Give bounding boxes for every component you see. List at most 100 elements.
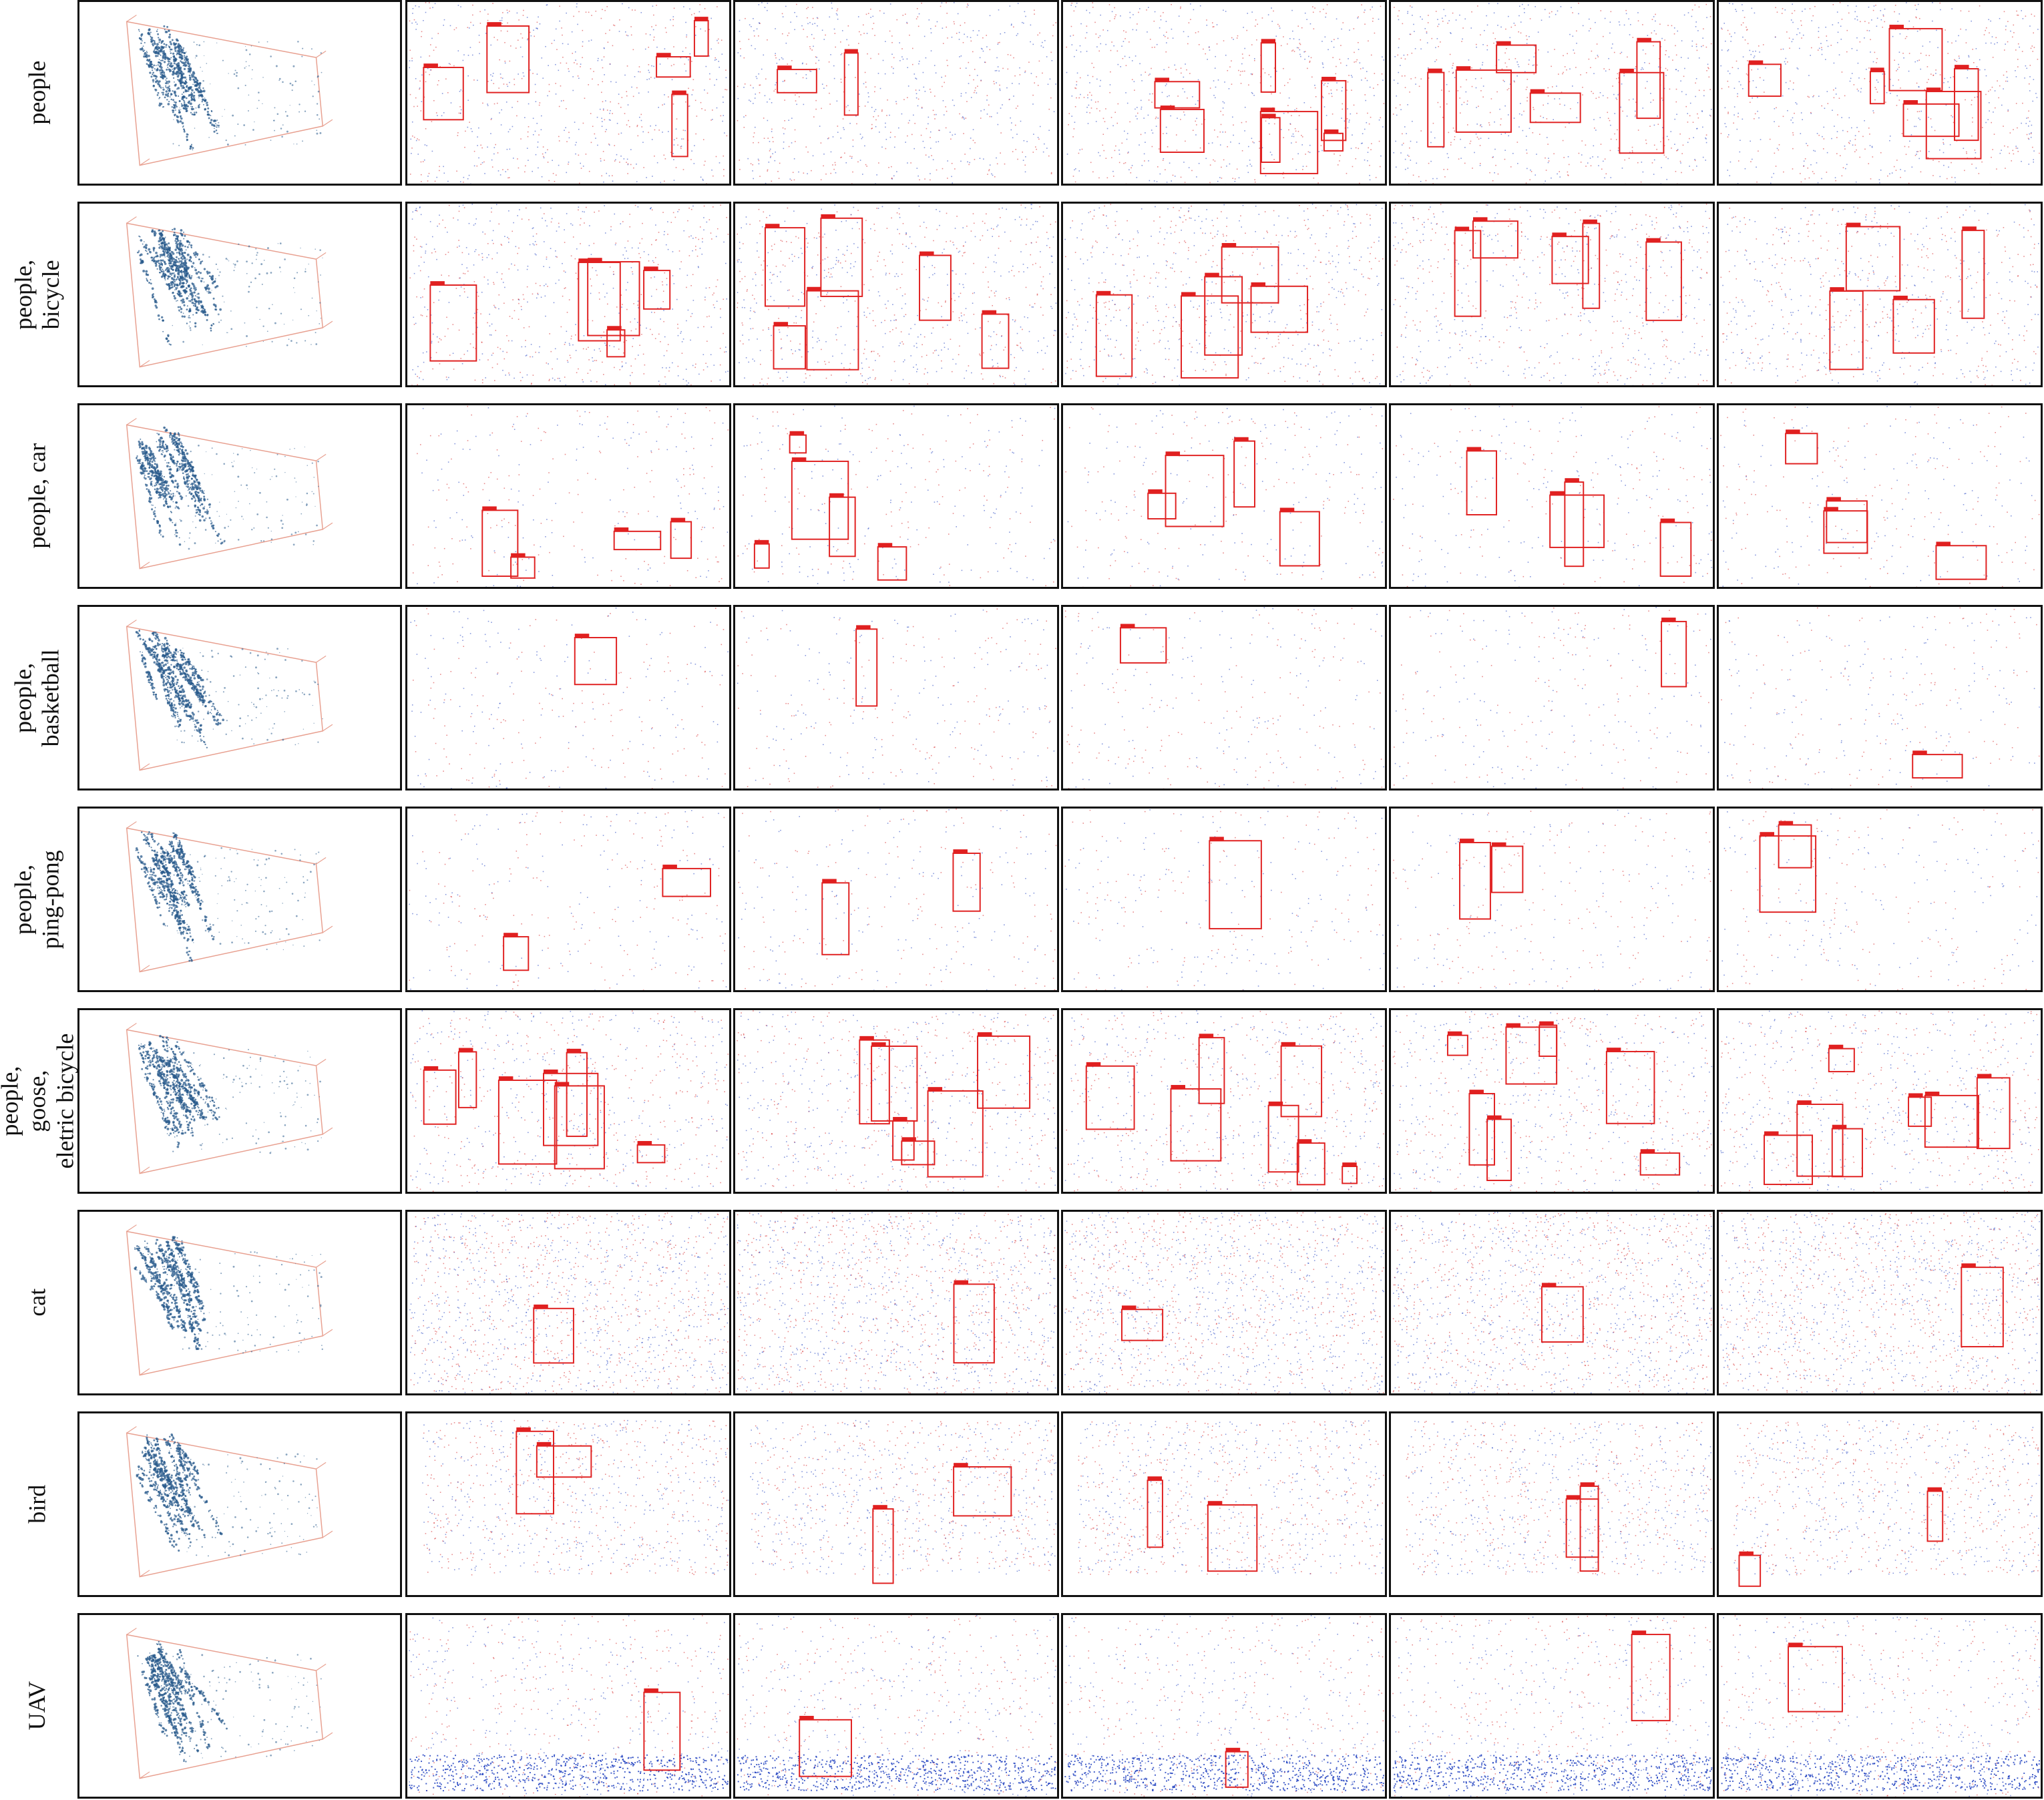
bbox-tag <box>1297 1139 1312 1144</box>
detection-boxes <box>429 258 671 362</box>
event-points <box>412 405 729 587</box>
event-volume-plot <box>126 1426 333 1578</box>
event-frame-panel <box>1061 403 1387 589</box>
bbox-tag <box>893 1116 907 1121</box>
event-volume-panel <box>77 1613 402 1799</box>
bounding-box <box>1466 450 1498 515</box>
bounding-box <box>1259 111 1319 174</box>
bbox-tag <box>1260 107 1275 112</box>
bounding-box <box>1831 1128 1863 1178</box>
point-cloud <box>134 1236 323 1354</box>
detection-boxes <box>1829 222 1985 371</box>
event-frame-panel <box>1717 403 2043 589</box>
bounding-box <box>1605 1051 1655 1124</box>
bounding-box <box>1845 226 1901 292</box>
event-frame <box>1064 1212 1384 1393</box>
bounding-box <box>543 1072 599 1146</box>
bbox-tag <box>1797 1100 1812 1104</box>
bbox-tag <box>1606 1048 1621 1052</box>
detection-boxes <box>643 1688 681 1771</box>
event-frame <box>737 608 1056 788</box>
event-frame <box>1721 607 2040 789</box>
bounding-box <box>1225 1751 1249 1788</box>
row-label: people, ping-pong <box>0 807 75 992</box>
bounding-box <box>1427 71 1445 148</box>
bbox-tag <box>1739 1551 1754 1556</box>
bbox-tag <box>670 517 686 522</box>
bounding-box <box>1496 44 1537 73</box>
event-frame <box>422 1419 729 1576</box>
bbox-tag <box>1550 491 1565 495</box>
bbox-tag <box>1788 1642 1803 1647</box>
event-frame-panel <box>405 605 731 791</box>
bounding-box <box>536 1445 592 1478</box>
event-points <box>1720 1010 2039 1192</box>
event-volume-box <box>126 418 333 570</box>
bounding-box <box>566 1052 588 1137</box>
bbox-tag <box>554 1082 570 1086</box>
bbox-tag <box>954 1280 969 1285</box>
bbox-tag <box>1491 842 1506 847</box>
bounding-box <box>1764 1134 1814 1185</box>
bbox-tag <box>1199 1034 1214 1038</box>
detection-boxes <box>1427 37 1665 154</box>
bbox-tag <box>1764 1131 1779 1136</box>
event-frame <box>1393 607 1711 789</box>
event-frame <box>1064 1615 1385 1797</box>
event-points <box>1720 2 2040 184</box>
bounding-box <box>1539 1024 1558 1057</box>
bbox-tag <box>1926 87 1941 92</box>
event-frame-panel <box>733 605 1059 791</box>
event-frame <box>750 1419 1056 1584</box>
bounding-box <box>643 270 671 310</box>
bbox-tag <box>1181 292 1196 296</box>
bounding-box <box>820 217 863 297</box>
bounding-box <box>1455 69 1512 133</box>
bbox-tag <box>566 1048 582 1053</box>
bbox-tag <box>614 527 629 531</box>
event-points <box>1064 1010 1384 1192</box>
bbox-tag <box>1870 67 1884 72</box>
bounding-box <box>953 1466 1012 1517</box>
event-frame <box>409 1615 729 1797</box>
bbox-tag <box>1583 219 1597 224</box>
event-frame-panel <box>1061 1613 1387 1799</box>
event-frame <box>1392 3 1712 184</box>
event-frame <box>1406 1421 1713 1576</box>
event-volume-plot <box>126 1023 333 1174</box>
bounding-box <box>1565 1498 1599 1558</box>
bounding-box <box>1147 492 1177 520</box>
event-points <box>1392 1011 1713 1192</box>
event-frame-panel <box>1061 1008 1387 1194</box>
detection-boxes <box>1661 618 1687 688</box>
bbox-tag <box>799 1715 814 1720</box>
bounding-box <box>1221 246 1279 304</box>
bounding-box <box>773 325 806 370</box>
event-frame-panel <box>1389 1613 1715 1799</box>
detection-boxes <box>1565 1482 1599 1572</box>
bbox-tag <box>1846 222 1861 227</box>
detection-boxes <box>1631 1630 1671 1722</box>
event-points <box>1721 607 2040 789</box>
bbox-tag <box>1760 832 1774 837</box>
bbox-tag <box>844 49 858 53</box>
detection-boxes <box>1748 25 1982 160</box>
event-frame-panel <box>1717 605 2043 791</box>
point-cloud <box>137 1640 322 1763</box>
event-points <box>1393 405 1713 587</box>
bbox-tag <box>1541 1283 1557 1287</box>
bbox-tag <box>1619 68 1634 73</box>
row-label-text: UAV <box>23 1681 51 1730</box>
event-frame-panel <box>1389 403 1715 589</box>
bbox-tag <box>1454 226 1470 231</box>
event-volume-box <box>126 1426 333 1578</box>
bbox-tag <box>773 322 789 326</box>
event-frame <box>737 1615 1057 1797</box>
event-frame <box>412 405 729 587</box>
event-frame-panel <box>733 807 1059 992</box>
bounding-box <box>952 853 981 912</box>
bounding-box <box>1912 754 1963 779</box>
event-frame <box>409 204 729 385</box>
event-volume-box <box>126 15 333 166</box>
bounding-box <box>1869 71 1885 105</box>
